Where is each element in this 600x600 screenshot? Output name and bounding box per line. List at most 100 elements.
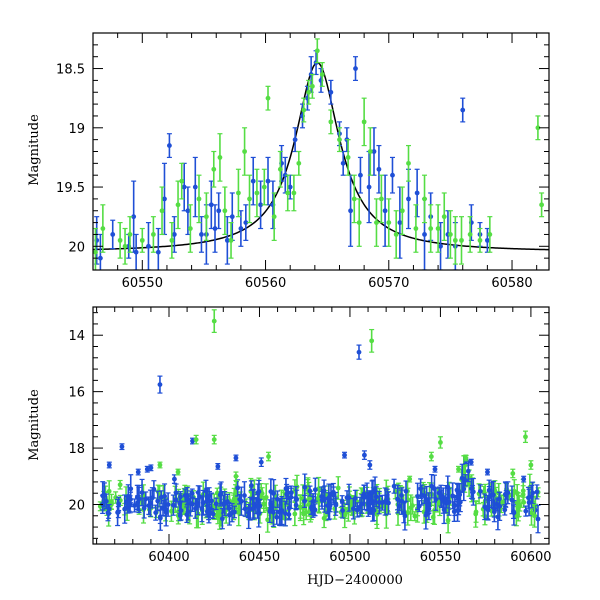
baseline-point-blue xyxy=(132,498,138,513)
y-tick-label: 19.5 xyxy=(56,181,85,196)
plot-area xyxy=(93,38,549,270)
data-point-green xyxy=(271,192,277,241)
baseline-point-blue xyxy=(219,507,225,530)
data-point-blue xyxy=(432,465,438,473)
baseline-point-blue xyxy=(218,481,224,505)
y-tick-label: 18.5 xyxy=(56,63,85,78)
x-tick-label: 60600 xyxy=(510,550,551,565)
data-point-green xyxy=(261,168,267,206)
data-point-green xyxy=(369,328,375,353)
data-point-blue xyxy=(185,186,191,236)
data-point-blue xyxy=(216,192,222,230)
baseline-point-blue xyxy=(307,485,313,497)
baseline-point-blue xyxy=(502,504,508,516)
data-point-green xyxy=(378,174,384,224)
baseline-point-blue xyxy=(286,508,292,521)
baseline-point-blue xyxy=(326,483,332,512)
baseline-point-blue xyxy=(177,493,183,514)
data-point-blue xyxy=(460,97,466,123)
data-point-green xyxy=(175,180,181,230)
baseline-point-blue xyxy=(271,479,277,508)
data-point-green xyxy=(157,461,163,469)
data-point-blue xyxy=(292,127,298,153)
data-point-blue xyxy=(148,464,154,472)
baseline-point-blue xyxy=(523,505,529,517)
baseline-point-blue xyxy=(192,498,198,519)
baseline-point-blue xyxy=(200,489,206,516)
data-point-blue xyxy=(258,457,264,468)
data-point-green xyxy=(456,465,462,473)
data-point-green xyxy=(361,97,367,147)
baseline-point-blue xyxy=(509,485,515,515)
data-point-green xyxy=(203,192,209,241)
x-tick-label: 60450 xyxy=(239,550,280,565)
baseline-point-green xyxy=(108,493,114,510)
data-point-green xyxy=(458,216,464,265)
data-point-blue xyxy=(166,133,172,159)
data-point-blue xyxy=(212,204,218,253)
y-axis-label-bottom: Magnitude xyxy=(27,389,42,461)
data-point-blue xyxy=(135,468,141,476)
data-point-blue xyxy=(328,79,334,105)
baseline-point-blue xyxy=(367,503,373,515)
baseline-point-green xyxy=(263,483,269,512)
baseline-point-blue xyxy=(241,481,247,510)
data-point-green xyxy=(441,192,447,241)
data-point-green xyxy=(211,434,217,445)
baseline-point-blue xyxy=(182,488,188,503)
baseline-point-blue xyxy=(482,493,488,521)
baseline-point-blue xyxy=(153,504,159,521)
data-point-blue xyxy=(340,150,346,176)
baseline-point-blue xyxy=(220,494,226,514)
chart-panel-top: 60550 60560 60570 60580 18.5 19 19.5 20 xyxy=(56,32,550,291)
data-point-green xyxy=(351,174,357,224)
baseline-point-blue xyxy=(213,497,219,511)
data-point-blue xyxy=(243,204,249,241)
baseline-point-blue xyxy=(143,491,149,507)
data-point-green xyxy=(319,62,325,87)
data-point-green xyxy=(399,186,405,236)
data-point-green xyxy=(435,204,441,253)
data-point-green xyxy=(117,479,123,490)
data-point-blue xyxy=(157,375,163,394)
data-point-blue xyxy=(110,219,116,250)
data-point-green xyxy=(169,222,175,259)
data-point-green xyxy=(285,174,291,212)
data-point-green xyxy=(407,475,413,483)
baseline-point-blue xyxy=(210,509,216,520)
baseline-point-blue xyxy=(452,494,458,517)
baseline-point-blue xyxy=(373,486,379,508)
baseline-point-blue xyxy=(288,487,294,498)
data-point-blue xyxy=(521,475,527,483)
baseline-point-blue xyxy=(302,494,308,508)
baseline-point-blue xyxy=(376,495,382,509)
data-point-blue xyxy=(161,162,167,236)
x-tick-label: 60550 xyxy=(420,550,461,565)
data-point-blue xyxy=(342,451,348,459)
baseline-point-blue xyxy=(525,486,531,509)
baseline-point-blue xyxy=(248,480,254,491)
data-point-green xyxy=(406,144,412,182)
baseline-point-blue xyxy=(231,505,237,519)
baseline-point-blue xyxy=(136,486,142,512)
baseline-point-blue xyxy=(278,497,284,527)
data-point-green xyxy=(428,204,434,253)
data-point-green xyxy=(254,168,260,218)
data-point-green xyxy=(233,471,239,482)
baseline-point-blue xyxy=(235,479,241,497)
data-point-green xyxy=(477,227,483,253)
data-point-green xyxy=(117,222,123,259)
data-point-green xyxy=(175,468,181,476)
data-point-green xyxy=(196,174,202,224)
data-point-green xyxy=(222,186,228,236)
data-point-green xyxy=(510,468,516,479)
baseline-point-blue xyxy=(419,484,425,506)
baseline-point-green xyxy=(410,496,416,515)
baseline-point-blue xyxy=(139,478,145,507)
data-point-green xyxy=(127,216,133,253)
baseline-point-blue xyxy=(403,480,409,502)
data-point-green xyxy=(159,186,165,236)
data-point-green xyxy=(373,198,379,247)
data-point-blue xyxy=(258,180,264,230)
